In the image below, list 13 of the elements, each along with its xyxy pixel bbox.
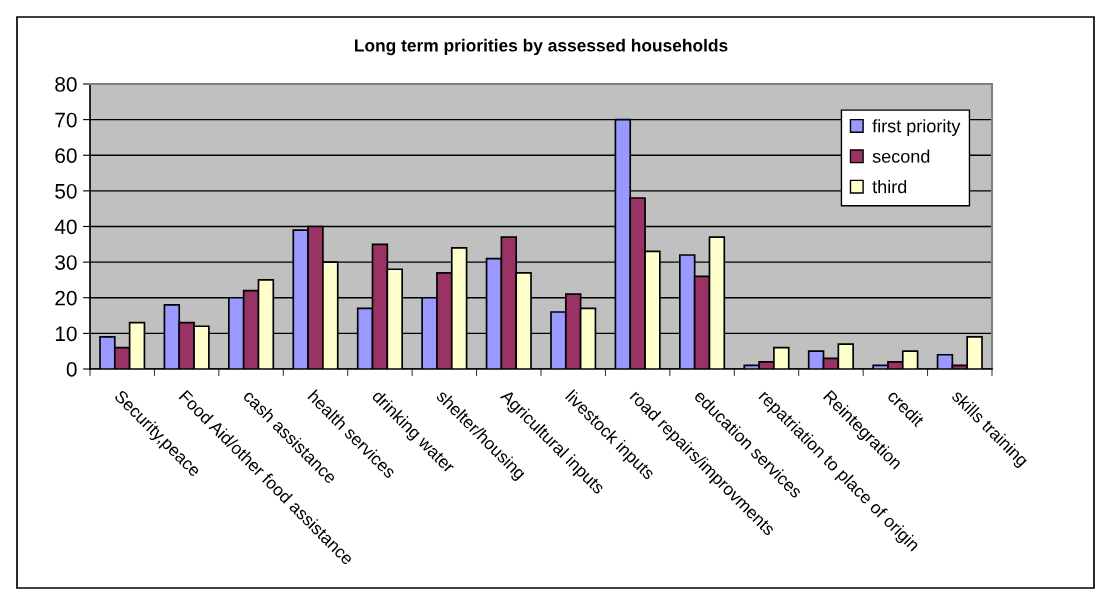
y-tick-label: 70 (55, 112, 77, 128)
y-tick-label: 0 (66, 362, 77, 377)
y-tick-label: 10 (55, 326, 77, 342)
legend-label: second (872, 149, 930, 163)
y-tick-label: 40 (54, 219, 77, 235)
y-tick-label: 30 (55, 255, 77, 270)
y-tick-label: 20 (55, 290, 77, 306)
y-tick-label: 60 (55, 148, 77, 163)
legend-label: third (872, 179, 907, 194)
legend-label: first priority (872, 119, 961, 136)
y-tick-label: 80 (55, 77, 77, 92)
chart-title: Long term priorities by assessed households (355, 38, 728, 56)
y-tick-label: 50 (55, 183, 77, 199)
